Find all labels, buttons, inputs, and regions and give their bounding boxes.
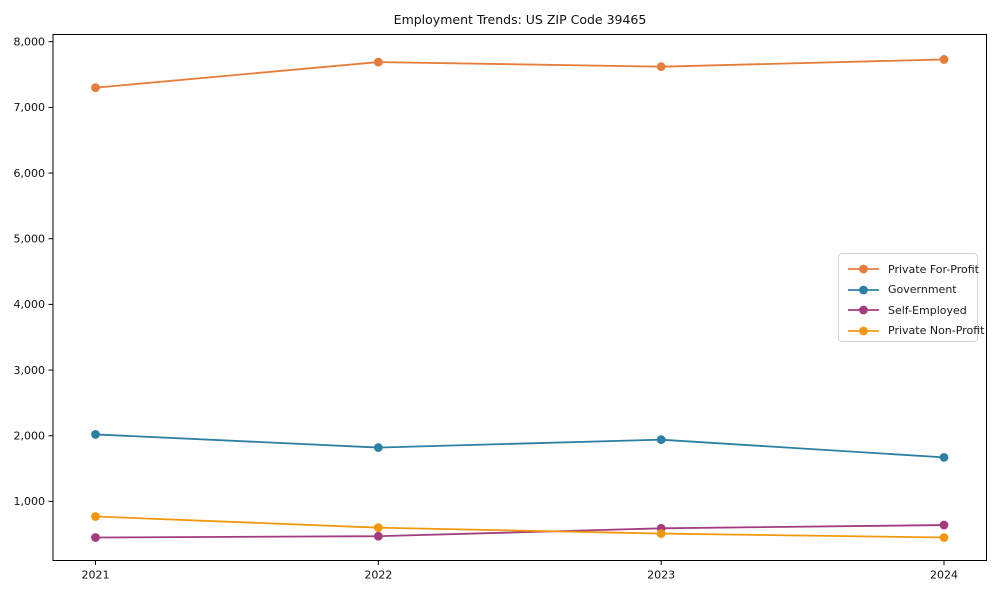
line-marker-icon — [847, 325, 880, 337]
data-point — [656, 529, 666, 538]
y-tick-label: 3,000 — [14, 364, 46, 377]
y-tick-label: 4,000 — [14, 298, 46, 311]
x-tick-label: 2023 — [647, 569, 675, 582]
series-line-private-for-profit — [95, 58, 945, 89]
legend-label: Private For-Profit — [888, 262, 979, 276]
line-marker-icon — [847, 263, 880, 275]
data-point — [939, 520, 949, 530]
legend-item-private-non-profit: Private Non-Profit — [847, 321, 984, 341]
line-marker-icon — [847, 284, 880, 296]
data-point — [939, 453, 949, 462]
chart-title: Employment Trends: US ZIP Code 39465 — [394, 12, 647, 27]
series-line-self-employed — [95, 524, 945, 539]
data-point — [373, 443, 383, 452]
line-marker-icon — [847, 304, 880, 316]
data-point — [91, 512, 100, 521]
y-tick-label: 1,000 — [14, 495, 46, 508]
data-point — [656, 62, 666, 72]
x-tick-label: 2021 — [82, 569, 110, 582]
x-tick-label: 2024 — [930, 569, 958, 582]
legend-label: Government — [888, 283, 957, 297]
y-tick-label: 5,000 — [14, 233, 46, 246]
data-point — [656, 435, 666, 445]
legend-item-private-for-profit: Private For-Profit — [847, 259, 979, 279]
x-tick-label: 2022 — [364, 569, 392, 582]
series-line-government — [95, 433, 945, 459]
data-point — [373, 531, 383, 541]
data-point — [373, 57, 383, 67]
legend-label: Private Non-Profit — [888, 324, 985, 338]
data-point — [939, 55, 949, 64]
y-tick-label: 8,000 — [14, 36, 46, 49]
data-point — [939, 533, 949, 542]
legend-label: Self-Employed — [888, 303, 967, 317]
data-point — [91, 430, 100, 439]
y-tick-label: 7,000 — [14, 101, 46, 114]
legend-item-government: Government — [847, 280, 977, 300]
axes-frame — [52, 34, 987, 561]
legend: Private For-Profit Government Self-Emplo… — [838, 253, 984, 342]
plot-area: 1,000 2,000 3,000 4,000 5,000 6,000 7,000 8,000… — [14, 34, 987, 582]
data-point — [91, 83, 100, 93]
data-point — [373, 523, 383, 533]
series-line-private-non-profit — [95, 515, 945, 539]
y-tick-label: 6,000 — [14, 167, 46, 180]
y-tick-label: 2,000 — [14, 430, 46, 443]
data-point — [91, 533, 100, 542]
legend-item-self-employed: Self-Employed — [847, 300, 977, 320]
